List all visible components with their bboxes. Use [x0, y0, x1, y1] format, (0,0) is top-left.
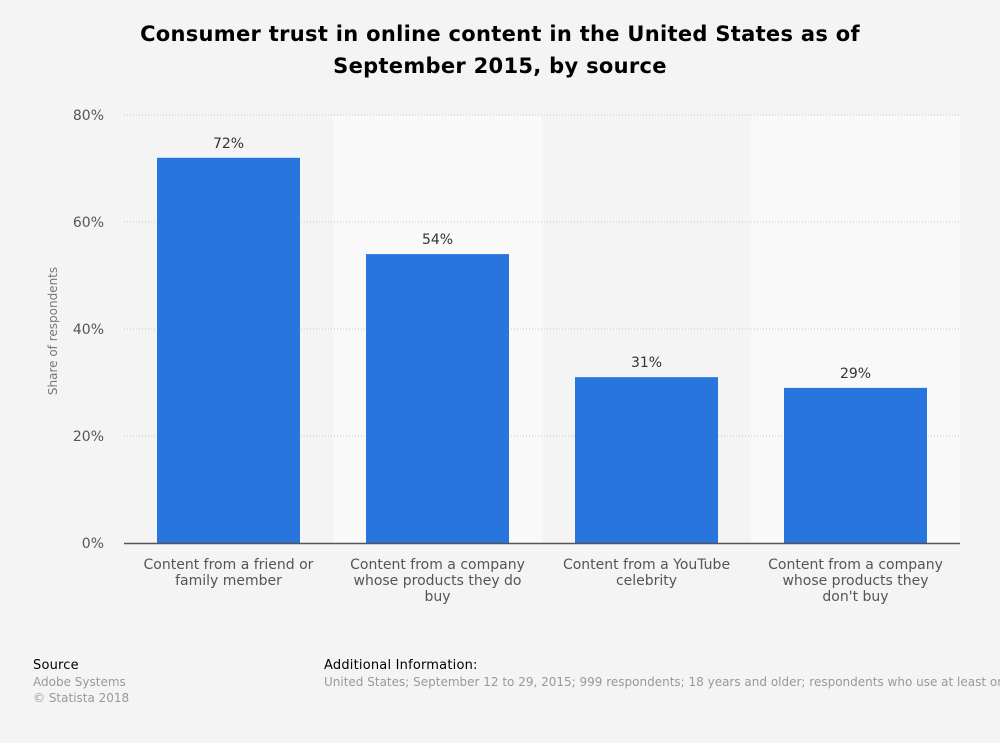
chart-title: Consumer trust in online content in the … [140, 22, 860, 78]
x-tick-label: Content from a YouTube celebrity [563, 557, 730, 589]
source-heading: Source [33, 658, 79, 673]
data-label: 29% [840, 366, 871, 382]
additional-info-block: Additional Information: United States; S… [324, 658, 1000, 690]
bar [575, 377, 718, 543]
data-label: 54% [422, 232, 453, 248]
y-axis-title: Share of respondents [46, 267, 60, 395]
y-tick-label: 20% [73, 429, 104, 445]
bar [157, 157, 300, 544]
y-tick-label: 0% [82, 536, 104, 552]
source-line-copyright: © Statista 2018 [33, 691, 130, 705]
x-tick-label: Content from a company whose products the… [768, 557, 943, 605]
y-tick-label: 40% [73, 322, 104, 338]
bar [784, 387, 927, 543]
x-tick-label: Content from a friend or family member [144, 557, 314, 589]
source-line-publisher: Adobe Systems [33, 675, 126, 689]
source-block: Source Adobe Systems © Statista 2018 [33, 658, 129, 706]
x-tick-label: Content from a company whose products the… [350, 557, 525, 605]
y-tick-label: 80% [73, 108, 104, 124]
bar [366, 254, 509, 543]
data-label: 31% [631, 355, 662, 371]
additional-info-text: United States; September 12 to 29, 2015;… [324, 675, 1000, 689]
data-label: 72% [213, 136, 244, 152]
y-tick-label: 60% [73, 215, 104, 231]
additional-info-heading: Additional Information: [324, 658, 478, 673]
